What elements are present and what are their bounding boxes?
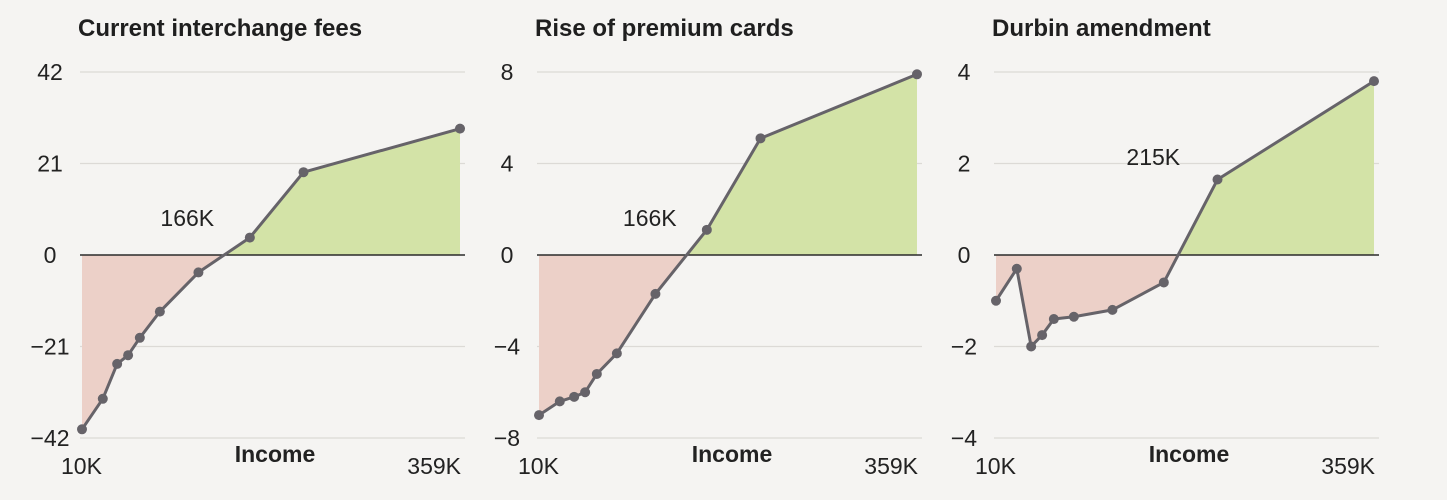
y-tick-label: 0 [958,242,971,268]
x-tick-label: 10K [518,453,560,479]
chart-title: Durbin amendment [992,15,1211,42]
data-point [1068,311,1079,322]
data-point [755,133,766,144]
y-tick-label: −42 [30,425,69,451]
y-tick-label: −8 [494,425,520,451]
data-point [611,348,622,359]
data-point [1107,304,1118,315]
data-point [591,368,602,379]
data-point [569,391,580,402]
x-tick-label: 359K [1321,453,1375,479]
negative-area [82,255,225,430]
y-tick-label: −4 [494,334,520,360]
x-tick-label: 10K [61,453,103,479]
data-point [701,224,712,235]
data-point [1026,341,1037,352]
series-line [538,72,918,417]
data-point [298,167,309,178]
y-tick-label: 8 [501,59,514,85]
positive-area [1178,81,1374,256]
data-point [1037,330,1048,341]
positive-area [224,128,460,255]
y-tick-label: −4 [951,425,977,451]
x-axis-label: Income [1149,441,1230,467]
data-point [123,350,134,361]
negative-area [996,255,1179,347]
data-point [1369,76,1379,87]
data-point [77,424,87,435]
data-point [1011,263,1022,274]
data-point [244,232,255,243]
y-tick-label: 0 [501,242,514,268]
data-point [580,387,591,398]
data-point [554,396,565,407]
data-point [134,332,145,343]
negative-area [539,255,687,416]
chart-title: Rise of premium cards [535,15,794,42]
y-tick-label: −21 [30,334,69,360]
data-point [1212,174,1223,185]
data-point [534,410,544,421]
data-point [1048,314,1059,325]
x-tick-label: 359K [407,453,461,479]
data-point [112,358,123,369]
y-tick-label: 21 [37,151,63,177]
x-axis-label: Income [235,441,316,467]
positive-area [686,74,917,255]
data-point [154,306,165,317]
x-tick-label: 10K [975,453,1017,479]
data-point [455,123,465,134]
data-point [650,288,661,299]
data-point [97,393,108,404]
data-point [912,69,922,80]
x-axis-label: Income [692,441,773,467]
y-tick-label: −2 [951,334,977,360]
crossover-annotation: 215K [1126,144,1180,170]
y-tick-label: 4 [501,151,514,177]
y-tick-label: 2 [958,151,971,177]
crossover-annotation: 166K [623,205,677,231]
series-line [994,79,1375,348]
chart-title: Current interchange fees [78,15,362,42]
data-point [991,295,1001,306]
series-line [80,127,461,431]
crossover-annotation: 166K [160,205,214,231]
y-tick-label: 0 [44,242,57,268]
y-tick-label: 4 [958,59,971,85]
y-tick-label: 42 [37,59,63,85]
data-point [1158,277,1169,288]
x-tick-label: 359K [864,453,918,479]
data-point [193,267,204,278]
